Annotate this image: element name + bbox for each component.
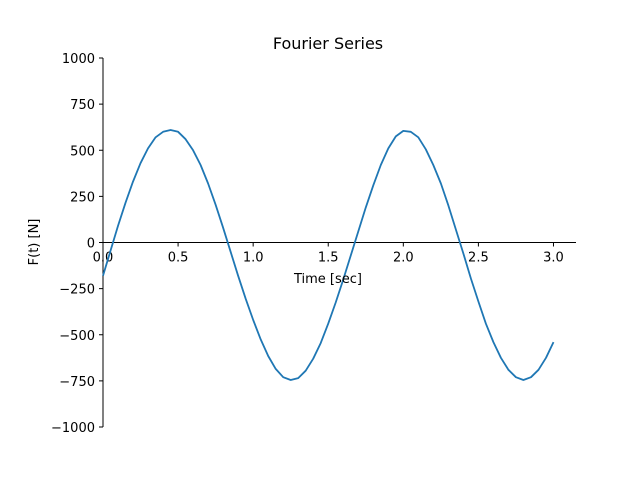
x-tick-label: 1.5 bbox=[318, 251, 339, 266]
x-axis-ticks: 0.0 0.5 1.0 1.5 2.0 2.5 3.0 bbox=[93, 242, 564, 266]
x-tick-label: 1.0 bbox=[243, 251, 264, 266]
x-tick-label: 0.5 bbox=[168, 251, 189, 266]
y-tick-label: 0 bbox=[87, 237, 95, 252]
y-tick-label: 750 bbox=[70, 98, 95, 113]
y-axis-ticks: −1000 −750 −500 −250 0 250 500 750 1000 bbox=[51, 52, 103, 436]
y-tick-label: 500 bbox=[70, 144, 95, 159]
y-tick-label: −1000 bbox=[51, 421, 95, 436]
y-tick-label: 250 bbox=[70, 190, 95, 205]
chart-title: Fourier Series bbox=[273, 34, 383, 53]
y-tick-label: −750 bbox=[59, 375, 95, 390]
y-tick-label: −250 bbox=[59, 283, 95, 298]
x-axis-label: Time [sec] bbox=[293, 272, 362, 287]
x-tick-label: 3.0 bbox=[543, 251, 564, 266]
x-tick-label: 2.0 bbox=[393, 251, 414, 266]
series-line bbox=[102, 129, 555, 381]
x-tick-label: 0.0 bbox=[93, 251, 114, 266]
y-tick-label: 1000 bbox=[62, 52, 95, 67]
x-tick-label: 2.5 bbox=[468, 251, 489, 266]
y-tick-label: −500 bbox=[59, 329, 95, 344]
series-layer bbox=[102, 129, 555, 381]
y-axis-label: F(t) [N] bbox=[27, 219, 42, 266]
axes bbox=[102, 58, 576, 427]
